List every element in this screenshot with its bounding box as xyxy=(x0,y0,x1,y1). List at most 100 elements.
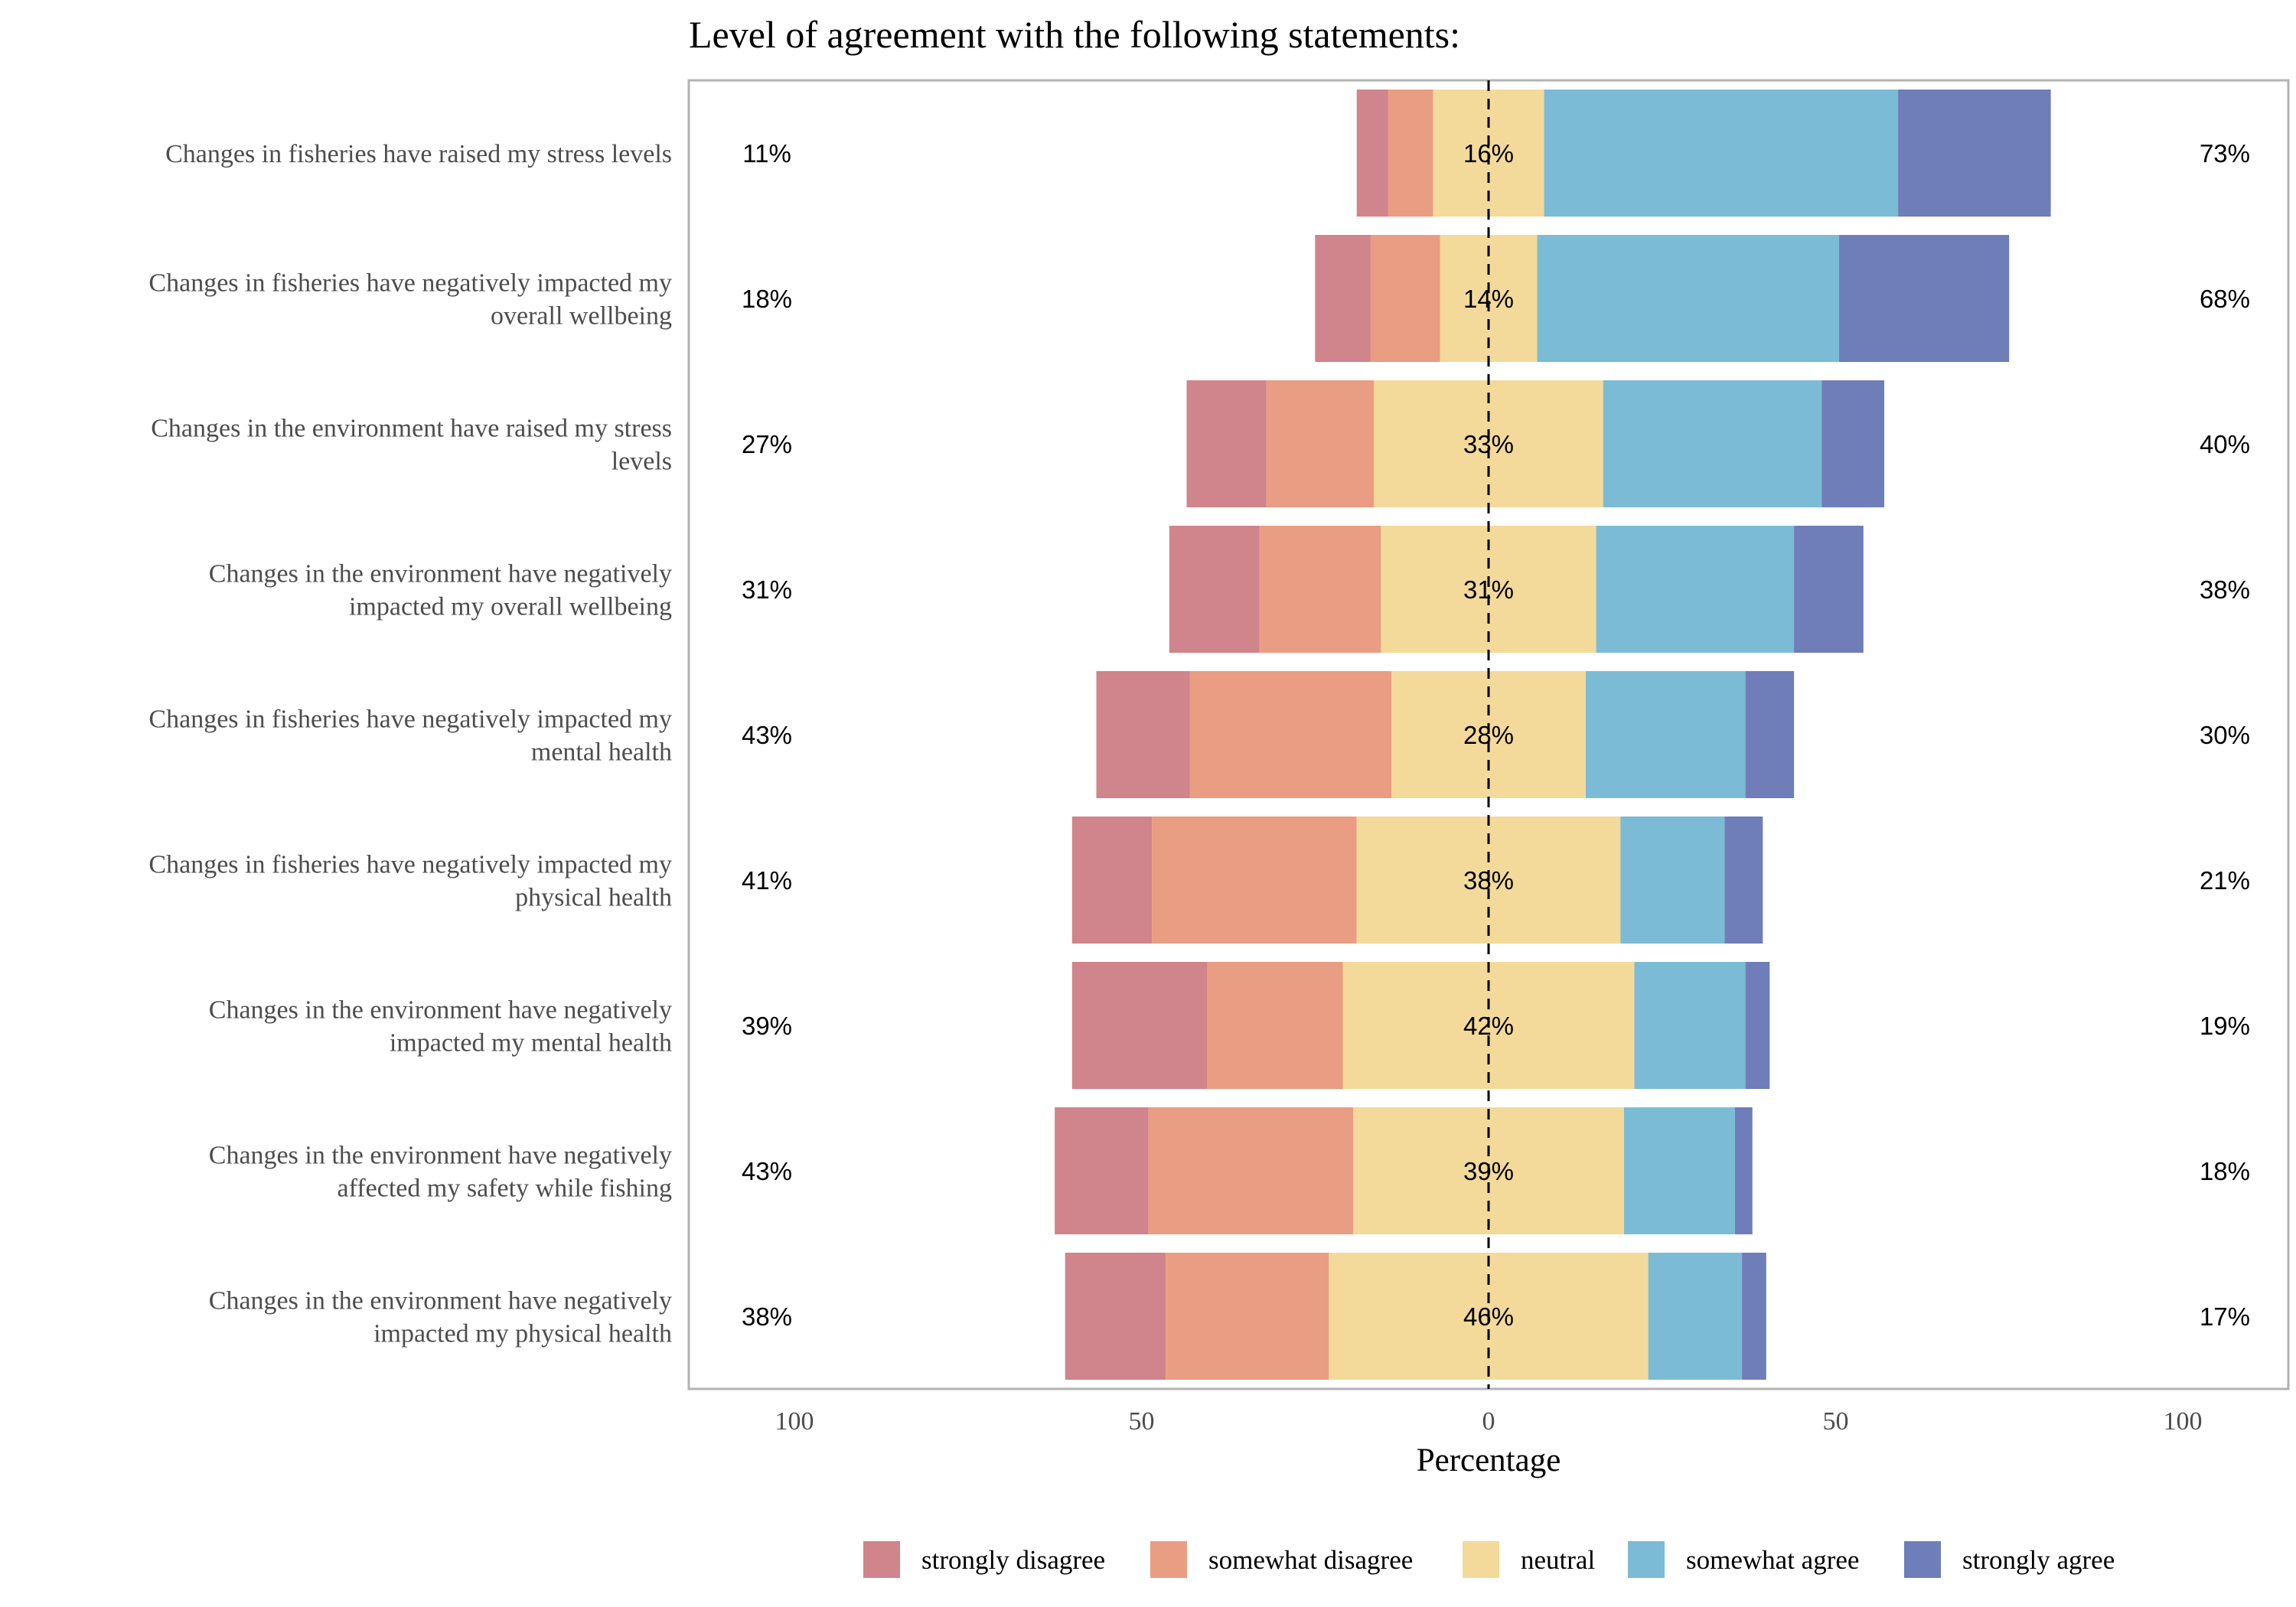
x-tick-label: 100 xyxy=(775,1407,814,1436)
agree-total-label: 38% xyxy=(2200,575,2250,604)
bar-segment-somewhat-disagree xyxy=(1388,90,1433,217)
bar-segment-strongly-disagree xyxy=(1065,1253,1166,1380)
category-label: Changes in the environment have negative… xyxy=(209,996,672,1058)
category-label: Changes in fisheries have raised my stre… xyxy=(165,140,672,168)
x-tick-label: 100 xyxy=(2164,1407,2203,1436)
category-labels: Changes in fisheries have raised my stre… xyxy=(148,140,672,1348)
bar-segment-strongly-disagree xyxy=(1071,817,1153,944)
x-axis-ticks: 100 50 0 50 100 xyxy=(775,1407,2203,1436)
neutral-total-label: 16% xyxy=(1463,139,1514,168)
bar-segment-somewhat-agree xyxy=(1596,526,1795,653)
bars-layer xyxy=(1055,90,2051,1380)
bar-segment-strongly-disagree xyxy=(1071,962,1208,1089)
bar-segment-strongly-disagree xyxy=(1315,235,1371,362)
bar-segment-somewhat-agree xyxy=(1586,671,1746,798)
category-label: Changes in fisheries have negatively imp… xyxy=(148,851,672,912)
disagree-total-label: 18% xyxy=(742,285,792,313)
agree-total-label: 30% xyxy=(2200,721,2250,749)
legend-swatch xyxy=(1150,1541,1187,1578)
bar-segment-somewhat-disagree xyxy=(1207,962,1343,1089)
legend-label: neutral xyxy=(1521,1545,1595,1575)
legend-label: somewhat agree xyxy=(1686,1545,1859,1575)
disagree-total-label: 31% xyxy=(742,575,792,604)
bar-segment-strongly-agree xyxy=(1898,90,2051,217)
bar-segment-strongly-agree xyxy=(1735,1107,1753,1234)
x-tick-label: 50 xyxy=(1823,1407,1849,1436)
legend-swatch xyxy=(1904,1541,1941,1578)
legend-item: strongly disagree xyxy=(863,1541,1105,1578)
bar-segment-somewhat-agree xyxy=(1544,90,1899,217)
disagree-total-label: 27% xyxy=(742,430,792,458)
agree-total-label: 17% xyxy=(2200,1302,2250,1331)
legend-label: strongly agree xyxy=(1962,1545,2115,1575)
bar-segment-somewhat-agree xyxy=(1620,817,1725,944)
category-label: Changes in the environment have negative… xyxy=(209,560,672,621)
bar-segment-strongly-agree xyxy=(1742,1253,1766,1380)
agree-total-label: 68% xyxy=(2200,285,2250,313)
bar-segment-somewhat-disagree xyxy=(1259,526,1381,653)
bar-segment-somewhat-disagree xyxy=(1166,1253,1329,1380)
legend-swatch xyxy=(863,1541,900,1578)
legend-swatch xyxy=(1628,1541,1665,1578)
bar-segment-strongly-disagree xyxy=(1055,1107,1149,1234)
bar-segment-strongly-agree xyxy=(1724,817,1763,944)
disagree-total-label: 39% xyxy=(742,1012,792,1040)
bar-segment-somewhat-agree xyxy=(1537,235,1839,362)
legend-item: neutral xyxy=(1463,1541,1595,1578)
bar-segment-strongly-disagree xyxy=(1096,671,1190,798)
neutral-total-label: 39% xyxy=(1463,1157,1514,1185)
category-label: Changes in the environment have negative… xyxy=(209,1142,672,1203)
agree-total-label: 21% xyxy=(2200,866,2250,895)
neutral-total-label: 46% xyxy=(1463,1302,1514,1331)
labels-layer: 11% 16% 73% 18% 14% 68% 27% 33% 40% 31% 31% 38% 43% 2… xyxy=(742,139,2250,1331)
bar-segment-somewhat-agree xyxy=(1623,1107,1735,1234)
agree-total-label: 73% xyxy=(2200,139,2250,168)
bar-segment-strongly-agree xyxy=(1745,671,1795,798)
disagree-total-label: 43% xyxy=(742,721,792,749)
x-tick-label: 50 xyxy=(1129,1407,1155,1436)
neutral-total-label: 38% xyxy=(1463,866,1514,895)
bar-segment-somewhat-disagree xyxy=(1266,380,1375,507)
legend-item: strongly agree xyxy=(1904,1541,2115,1578)
legend-label: strongly disagree xyxy=(921,1545,1105,1575)
agree-total-label: 40% xyxy=(2200,430,2250,458)
disagree-total-label: 43% xyxy=(742,1157,792,1185)
bar-segment-somewhat-disagree xyxy=(1148,1107,1354,1234)
bar-segment-somewhat-disagree xyxy=(1190,671,1391,798)
neutral-total-label: 14% xyxy=(1463,285,1514,313)
x-tick-label: 0 xyxy=(1482,1407,1495,1436)
bar-segment-somewhat-disagree xyxy=(1370,235,1440,362)
bar-segment-strongly-agree xyxy=(1839,235,2010,362)
neutral-total-label: 42% xyxy=(1463,1012,1514,1040)
bar-segment-somewhat-agree xyxy=(1603,380,1822,507)
category-label: Changes in fisheries have negatively imp… xyxy=(148,269,672,331)
bar-segment-strongly-agree xyxy=(1821,380,1884,507)
bar-segment-somewhat-disagree xyxy=(1152,817,1357,944)
neutral-total-label: 28% xyxy=(1463,721,1514,749)
bar-segment-strongly-agree xyxy=(1745,962,1770,1089)
legend-swatch xyxy=(1463,1541,1499,1578)
disagree-total-label: 11% xyxy=(742,139,791,168)
legend-label: somewhat disagree xyxy=(1208,1545,1413,1575)
disagree-total-label: 38% xyxy=(742,1302,792,1331)
neutral-total-label: 31% xyxy=(1463,575,1514,604)
bar-segment-somewhat-agree xyxy=(1648,1253,1742,1380)
x-axis-title: Percentage xyxy=(1417,1442,1561,1478)
agree-total-label: 18% xyxy=(2200,1157,2250,1185)
category-label: Changes in fisheries have negatively imp… xyxy=(148,706,672,767)
category-label: Changes in the environment have negative… xyxy=(209,1287,672,1348)
neutral-total-label: 33% xyxy=(1463,430,1514,458)
legend-item: somewhat disagree xyxy=(1150,1541,1413,1578)
bar-segment-strongly-disagree xyxy=(1356,90,1388,217)
disagree-total-label: 41% xyxy=(742,866,792,895)
agree-total-label: 19% xyxy=(2200,1012,2250,1040)
bar-segment-strongly-agree xyxy=(1794,526,1864,653)
legend-item: somewhat agree xyxy=(1628,1541,1859,1578)
category-label: Changes in the environment have raised m… xyxy=(151,415,672,476)
bar-segment-somewhat-agree xyxy=(1634,962,1746,1089)
bar-segment-strongly-disagree xyxy=(1169,526,1260,653)
bar-segment-strongly-disagree xyxy=(1186,380,1267,507)
chart-title: Level of agreement with the following st… xyxy=(689,13,1460,56)
legend: strongly disagree somewhat disagree neutra… xyxy=(863,1541,2115,1578)
